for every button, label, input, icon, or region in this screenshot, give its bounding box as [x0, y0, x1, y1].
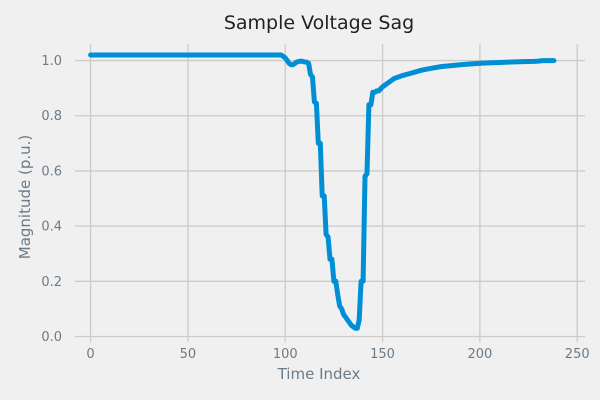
y-tick-label: 1.0 — [41, 54, 62, 69]
x-tick-label: 200 — [467, 347, 492, 362]
x-tick-label: 150 — [370, 347, 395, 362]
y-tick-label: 0.6 — [41, 164, 62, 179]
tick-layer: 0 50 100 150 200 250 0.0 0.2 0.4 0.6 0.8 1.0 — [41, 54, 589, 362]
x-tick-label: 100 — [273, 347, 298, 362]
y-axis-label: Magnitude (p.u.) — [16, 135, 34, 260]
series-line-voltage — [88, 52, 557, 331]
x-tick-label: 50 — [180, 347, 197, 362]
y-tick-label: 0.4 — [41, 220, 62, 235]
chart-title: Sample Voltage Sag — [224, 12, 414, 34]
grid-layer — [75, 44, 585, 342]
y-tick-label: 0.2 — [41, 275, 62, 290]
x-axis-label: Time Index — [277, 365, 361, 383]
x-tick-label: 250 — [565, 347, 590, 362]
y-tick-label: 0.8 — [41, 109, 62, 124]
x-tick-label: 0 — [86, 347, 94, 362]
series-layer — [88, 52, 557, 331]
y-tick-label: 0.0 — [41, 330, 62, 345]
